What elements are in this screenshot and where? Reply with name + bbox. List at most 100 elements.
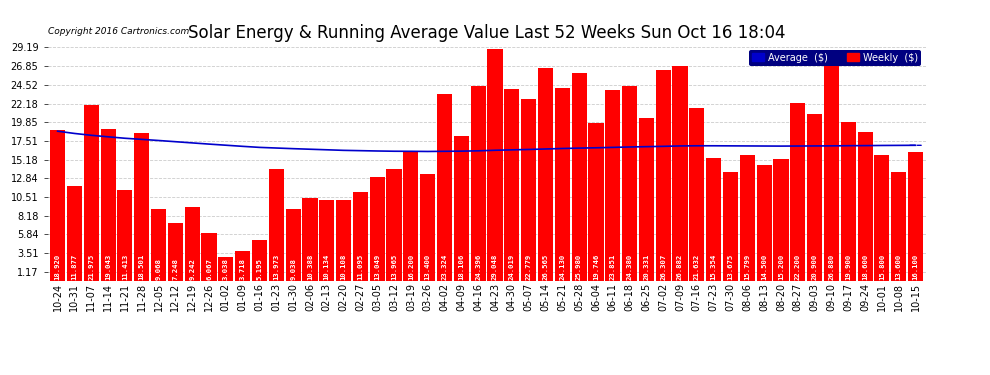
Text: 21.975: 21.975: [88, 254, 94, 280]
Title: Solar Energy & Running Average Value Last 52 Weeks Sun Oct 16 18:04: Solar Energy & Running Average Value Las…: [188, 24, 785, 42]
Bar: [151, 209, 166, 281]
Text: 22.779: 22.779: [526, 254, 532, 280]
Bar: [84, 105, 99, 281]
Text: 13.965: 13.965: [391, 254, 397, 280]
Bar: [538, 68, 553, 281]
Bar: [167, 223, 183, 281]
Bar: [908, 152, 923, 281]
Text: 18.501: 18.501: [139, 254, 145, 280]
Text: 24.380: 24.380: [627, 254, 633, 280]
Bar: [67, 186, 82, 281]
Bar: [453, 136, 469, 281]
Bar: [571, 73, 587, 281]
Text: 24.019: 24.019: [509, 254, 515, 280]
Text: 21.632: 21.632: [694, 254, 700, 280]
Text: 24.396: 24.396: [475, 254, 481, 280]
Text: 15.799: 15.799: [744, 254, 750, 280]
Bar: [723, 172, 739, 281]
Bar: [101, 129, 116, 281]
Bar: [302, 198, 318, 281]
Text: 26.882: 26.882: [677, 254, 683, 280]
Text: 13.049: 13.049: [374, 254, 380, 280]
Bar: [50, 130, 65, 281]
Bar: [201, 232, 217, 281]
Bar: [857, 132, 872, 281]
Bar: [218, 257, 234, 281]
Bar: [773, 159, 789, 281]
Text: 15.800: 15.800: [879, 254, 885, 280]
Text: 16.100: 16.100: [913, 254, 919, 280]
Bar: [420, 174, 436, 281]
Text: 23.851: 23.851: [610, 254, 616, 280]
Text: 3.718: 3.718: [240, 258, 246, 280]
Text: 23.324: 23.324: [442, 254, 447, 280]
Text: 6.067: 6.067: [206, 258, 212, 280]
Text: 18.106: 18.106: [458, 254, 464, 280]
Bar: [135, 133, 149, 281]
Text: 19.043: 19.043: [105, 254, 111, 280]
Bar: [807, 114, 822, 281]
Bar: [251, 240, 267, 281]
Text: 16.200: 16.200: [408, 254, 414, 280]
Text: 22.200: 22.200: [795, 254, 801, 280]
Text: 18.920: 18.920: [54, 254, 60, 280]
Bar: [554, 88, 570, 281]
Bar: [740, 154, 755, 281]
Bar: [672, 66, 688, 281]
Text: 10.388: 10.388: [307, 254, 313, 280]
Bar: [235, 252, 250, 281]
Text: 13.973: 13.973: [273, 254, 279, 280]
Text: 13.400: 13.400: [425, 254, 431, 280]
Bar: [655, 70, 671, 281]
Bar: [639, 118, 654, 281]
Bar: [521, 99, 537, 281]
Text: 10.108: 10.108: [341, 254, 346, 280]
Text: Copyright 2016 Cartronics.com: Copyright 2016 Cartronics.com: [48, 27, 189, 36]
Bar: [891, 172, 906, 281]
Bar: [588, 123, 604, 281]
Bar: [824, 66, 839, 281]
Bar: [756, 165, 772, 281]
Bar: [605, 90, 621, 281]
Text: 11.413: 11.413: [122, 254, 128, 280]
Bar: [118, 190, 133, 281]
Text: 26.565: 26.565: [543, 254, 548, 280]
Legend: Average  ($), Weekly  ($): Average ($), Weekly ($): [749, 50, 921, 66]
Text: 9.242: 9.242: [189, 258, 195, 280]
Bar: [841, 122, 855, 281]
Text: 18.600: 18.600: [862, 254, 868, 280]
Bar: [268, 169, 284, 281]
Bar: [487, 48, 503, 281]
Text: 9.038: 9.038: [290, 258, 296, 280]
Text: 20.900: 20.900: [812, 254, 818, 280]
Text: 19.900: 19.900: [845, 254, 851, 280]
Bar: [319, 200, 335, 281]
Bar: [689, 108, 705, 281]
Text: 7.248: 7.248: [172, 258, 178, 280]
Text: 5.195: 5.195: [256, 258, 262, 280]
Bar: [622, 86, 638, 281]
Bar: [437, 94, 452, 281]
Bar: [706, 158, 722, 281]
Text: 14.500: 14.500: [761, 254, 767, 280]
Bar: [790, 104, 806, 281]
Text: 25.980: 25.980: [576, 254, 582, 280]
Bar: [470, 86, 486, 281]
Text: 9.068: 9.068: [155, 258, 161, 280]
Bar: [386, 170, 402, 281]
Bar: [352, 192, 368, 281]
Text: 10.134: 10.134: [324, 254, 330, 280]
Bar: [874, 154, 889, 281]
Text: 3.038: 3.038: [223, 258, 229, 280]
Bar: [369, 177, 385, 281]
Text: 29.048: 29.048: [492, 254, 498, 280]
Text: 26.880: 26.880: [829, 254, 835, 280]
Text: 24.130: 24.130: [559, 254, 565, 280]
Text: 13.675: 13.675: [728, 254, 734, 280]
Bar: [336, 200, 351, 281]
Text: 11.877: 11.877: [71, 254, 77, 280]
Bar: [184, 207, 200, 281]
Text: 20.331: 20.331: [644, 254, 649, 280]
Text: 13.600: 13.600: [896, 254, 902, 280]
Text: 26.307: 26.307: [660, 254, 666, 280]
